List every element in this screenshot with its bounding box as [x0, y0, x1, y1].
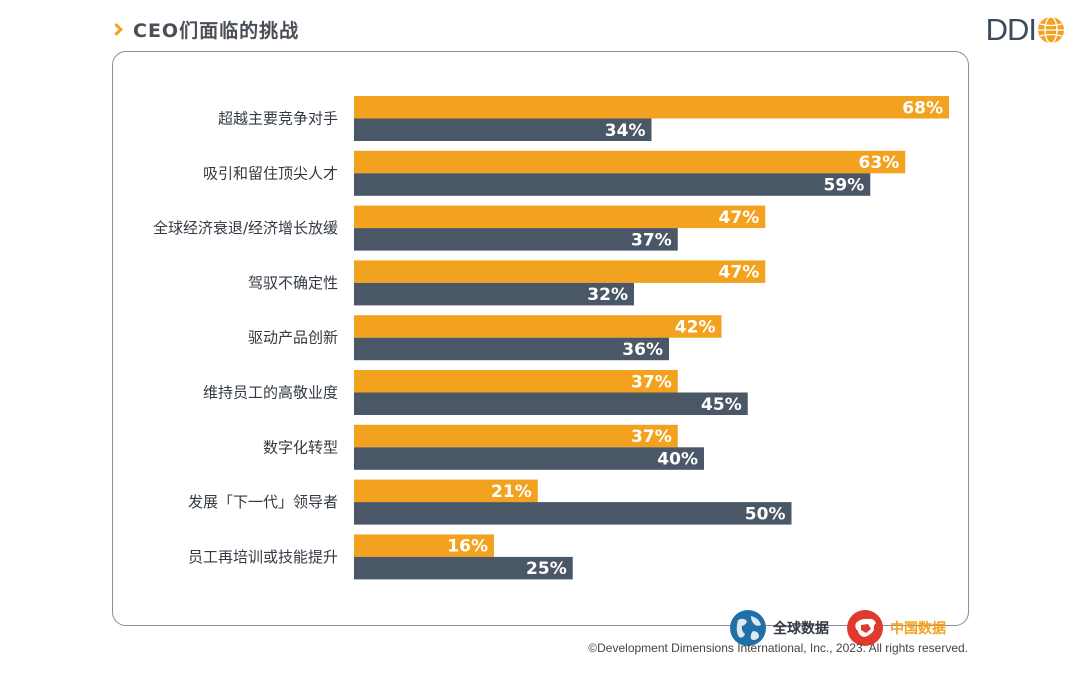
bar-global [354, 556, 573, 580]
bar-global [354, 118, 652, 141]
category-label: 员工再培训或技能提升 [188, 548, 338, 566]
copyright-notice: ©Development Dimensions International, I… [588, 641, 968, 655]
chevron-right-icon [110, 23, 123, 36]
data-label: 42% [675, 317, 716, 337]
bar-china [354, 205, 766, 229]
bar-global [354, 337, 669, 361]
category-label: 维持员工的高敬业度 [203, 384, 338, 402]
page-title: CEO们面临的挑战 [133, 20, 300, 42]
china-map-icon [847, 610, 883, 646]
data-label: 45% [701, 395, 742, 415]
logo-text: DDI [985, 12, 1037, 47]
header: CEO们面临的挑战 [110, 16, 300, 43]
data-label: 37% [631, 372, 672, 392]
bar-china [354, 315, 722, 338]
chart-card: 超越主要竞争对手 68% 34% 吸引和留住顶尖人才 63% 59% 全球经济衰退/经济增长… [112, 51, 969, 646]
data-label: 32% [587, 285, 628, 305]
bar-china [354, 260, 766, 283]
data-label: 37% [631, 230, 672, 250]
data-label: 34% [605, 121, 646, 141]
legend-global: 全球数据 [729, 609, 829, 647]
bar-global [354, 447, 704, 470]
bar-china [354, 424, 678, 448]
data-label: 63% [859, 153, 900, 173]
globe-logo-icon [1038, 16, 1064, 44]
legend-global-label: 全球数据 [773, 621, 829, 637]
legend-china-label: 中国数据 [890, 621, 946, 637]
bar-china [354, 534, 494, 557]
data-label: 50% [745, 504, 786, 524]
data-label: 37% [631, 427, 672, 447]
ddi-logo: DDI [986, 12, 1066, 48]
bar-global [354, 282, 634, 306]
bar-chart: 超越主要竞争对手 68% 34% 吸引和留住顶尖人才 63% 59% 全球经济衰退/经济增长… [153, 96, 949, 580]
category-label: 驱动产品创新 [248, 329, 338, 347]
category-label: 全球经济衰退/经济增长放缓 [153, 219, 338, 237]
data-label: 25% [526, 559, 567, 579]
category-label: 发展「下一代」领导者 [188, 493, 338, 511]
bar-china [354, 370, 678, 393]
category-label: 驾驭不确定性 [248, 274, 338, 292]
data-label: 40% [657, 450, 698, 470]
data-label: 47% [719, 263, 760, 283]
bar-global [354, 228, 678, 251]
category-label: 超越主要竞争对手 [218, 110, 338, 128]
data-label: 16% [447, 537, 488, 557]
globe-icon [730, 610, 766, 646]
bar-china [354, 96, 949, 119]
data-label: 59% [824, 176, 865, 196]
legend-china: 中国数据 [846, 609, 946, 647]
category-label: 数字化转型 [263, 438, 338, 456]
bar-global [354, 173, 871, 196]
bar-global [354, 392, 748, 415]
data-label: 36% [622, 340, 663, 360]
bar-china [354, 479, 538, 503]
bar-global [354, 502, 792, 525]
data-label: 47% [719, 208, 760, 228]
data-label: 21% [491, 482, 532, 502]
category-label: 吸引和留住顶尖人才 [203, 164, 338, 182]
bar-china [354, 150, 906, 174]
data-label: 68% [902, 98, 943, 118]
